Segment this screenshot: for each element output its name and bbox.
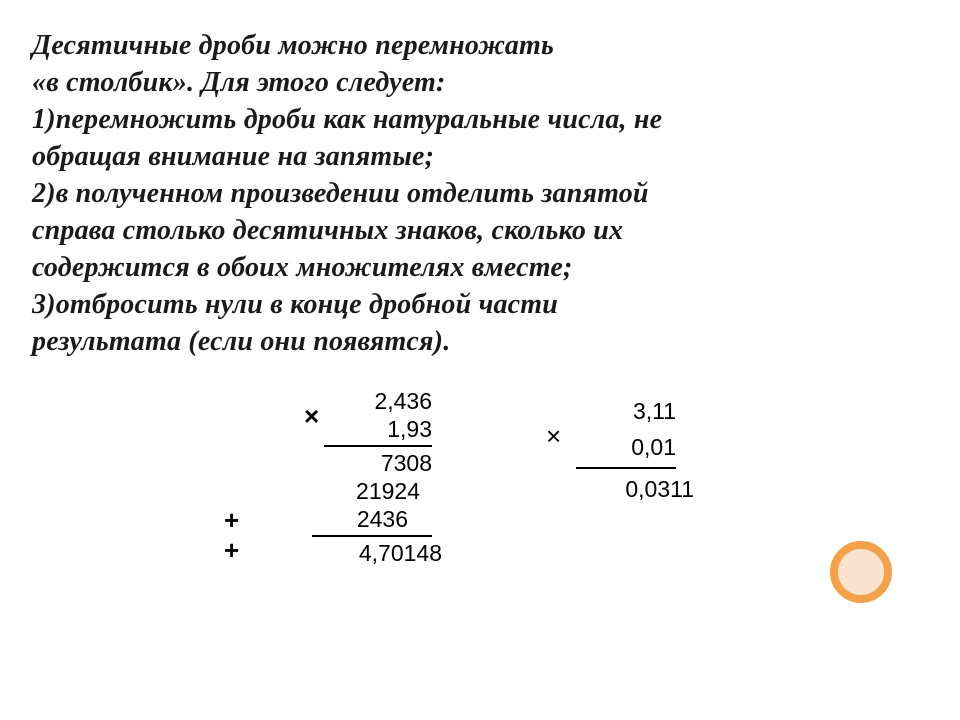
left-rule-bottom xyxy=(312,535,432,537)
example-left: × 2,436 1,93 7308 + 21924 + 2436 4,70148 xyxy=(242,387,472,567)
left-result: 4,70148 xyxy=(242,539,472,567)
right-factor2: 0,01 xyxy=(536,429,736,465)
plus-icon: + xyxy=(224,505,239,536)
left-factor2: 1,93 xyxy=(242,415,472,443)
example-right: × 3,11 0,01 0,0311 xyxy=(536,393,736,507)
line-4: обращая внимание на запятые; xyxy=(32,139,928,176)
right-factor1: 3,11 xyxy=(536,393,736,429)
left-partial2: 21924 xyxy=(242,477,472,505)
line-9: результата (если они появятся). xyxy=(32,324,928,361)
line-3: 1)перемножить дроби как натуральные числ… xyxy=(32,102,928,139)
accent-circle-icon xyxy=(830,541,892,603)
right-result: 0,0311 xyxy=(536,471,736,507)
left-factor1: 2,436 xyxy=(242,387,472,415)
times-icon: × xyxy=(546,421,561,452)
line-2: «в столбик». Для этого следует: xyxy=(32,65,928,102)
instruction-text: Десятичные дроби можно перемножать «в ст… xyxy=(32,28,928,361)
line-6: справа столько десятичных знаков, скольк… xyxy=(32,213,928,250)
left-partial3: 2436 xyxy=(242,505,472,533)
line-5: 2)в полученном произведении отделить зап… xyxy=(32,176,928,213)
line-7: содержится в обоих множителях вместе; xyxy=(32,250,928,287)
line-8: 3)отбросить нули в конце дробной части xyxy=(32,287,928,324)
line-1: Десятичные дроби можно перемножать xyxy=(32,28,928,65)
plus-icon: + xyxy=(224,535,239,566)
right-rule xyxy=(576,467,676,469)
times-icon: × xyxy=(304,401,319,432)
worked-examples: × 2,436 1,93 7308 + 21924 + 2436 4,70148… xyxy=(32,387,928,637)
left-partial1: 7308 xyxy=(242,449,472,477)
left-rule-top xyxy=(324,445,432,447)
slide: Десятичные дроби можно перемножать «в ст… xyxy=(0,0,960,720)
